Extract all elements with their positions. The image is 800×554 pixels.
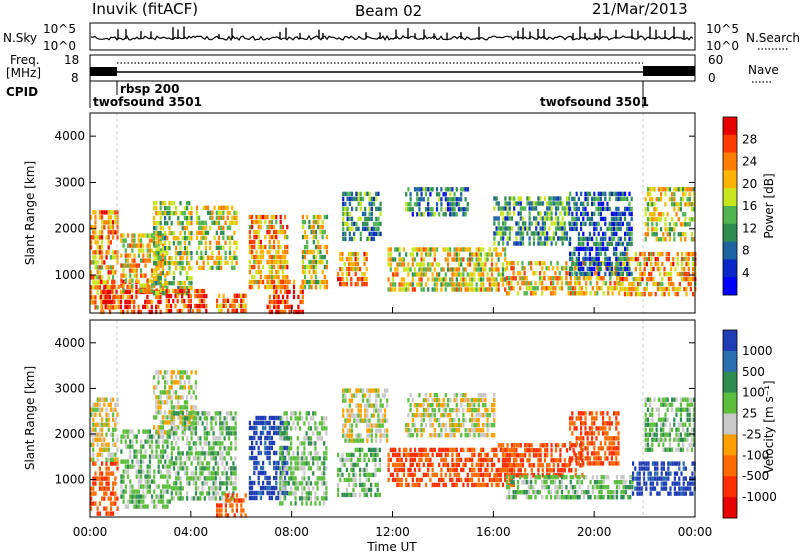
velocity-blob-15 [644, 397, 696, 452]
cpid-segment-3: twofsound 3501 [540, 95, 649, 109]
noise-right-tick-top: 10^5 [706, 22, 739, 36]
velocity-blob-9 [342, 388, 389, 443]
freq-label-2: [MHz] [6, 66, 41, 80]
beam-title: Beam 02 [355, 2, 423, 20]
velocity-blob-2 [120, 429, 171, 509]
power-ytick-label-0: 1000 [54, 268, 85, 282]
velocity-x-axis: 00:00 04:00 08:00 12:00 16:00 20:00 00:00 [73, 307, 713, 539]
freq-label-1: Freq. [10, 53, 40, 67]
noise-panel: N.Sky 10^5 10^0 10^5 10^0 N.Search [3, 22, 800, 53]
freq-tick-bottom: 8 [71, 71, 79, 85]
power-blob-15 [505, 261, 621, 296]
power-blob-13 [405, 187, 469, 217]
power-blob-12 [387, 247, 507, 292]
velocity-blob-5 [216, 493, 247, 518]
power-blob-18 [569, 191, 633, 277]
noise-right-label: N.Search [746, 31, 800, 45]
x-tick-label-1: 04:00 [174, 525, 209, 539]
x-tick-label-6: 00:00 [678, 525, 713, 539]
velocity-ytick-label-1: 2000 [54, 427, 85, 441]
x-tick-label-0: 00:00 [73, 525, 108, 539]
noise-left-tick-top: 10^5 [43, 22, 76, 36]
x-tick-label-4: 16:00 [476, 525, 511, 539]
power-blob-7 [248, 214, 289, 290]
velocity-blob-1 [90, 397, 119, 462]
velocity-blob-3 [153, 370, 197, 435]
power-blob-17 [644, 187, 696, 242]
power-y-axis: 1000 2000 3000 4000 [54, 129, 695, 282]
velocity-colorbar-label: Velocity [m s⁻¹] [762, 380, 776, 473]
power-blob-2 [120, 233, 167, 293]
power-ytick-label-3: 4000 [54, 129, 85, 143]
power-blob-5 [195, 205, 238, 270]
velocity-ytick-label-2: 3000 [54, 381, 85, 395]
velocity-ytick-label-0: 1000 [54, 473, 85, 487]
freq-block-left [90, 67, 117, 76]
power-blob-3 [153, 201, 193, 296]
power-panel: 1000 2000 3000 4000 Slant Range [km] [23, 112, 697, 315]
velocity-blob-14 [632, 461, 696, 496]
velocity-y-label: Slant Range [km] [23, 366, 37, 470]
power-blob-14 [493, 196, 571, 246]
velocity-blob-4 [170, 411, 237, 501]
power-ytick-label-1: 2000 [54, 222, 85, 236]
velocity-blob-13 [505, 475, 634, 500]
velocity-panel: 1000 2000 3000 4000 00:00 04:00 08:00 12:00 16:… [23, 307, 712, 554]
site-title: Inuvik (fitACF) [92, 0, 199, 18]
cpid-segment-1: twofsound 3501 [93, 95, 202, 109]
cpid-segment-2: rbsp 200 [120, 82, 179, 96]
velocity-blob-16 [569, 411, 620, 466]
nave-tick-top: 60 [708, 53, 723, 67]
x-tick-label-3: 12:00 [375, 525, 410, 539]
velocity-blob-0 [90, 461, 119, 516]
power-blob-10 [337, 251, 368, 287]
power-data [90, 187, 697, 315]
x-tick-label-2: 08:00 [274, 525, 309, 539]
freq-block-right [643, 66, 695, 76]
power-blob-4 [165, 288, 208, 314]
nave-label: Nave [748, 63, 779, 77]
freq-tick-top: 18 [64, 53, 79, 67]
power-blob-9 [301, 214, 329, 290]
velocity-blob-11 [405, 393, 496, 438]
cpid-row: CPID twofsound 3501 rbsp 200 twofsound 3… [6, 81, 649, 109]
cpid-label: CPID [6, 85, 38, 99]
noise-left-tick-bottom: 10^0 [43, 39, 76, 53]
velocity-data [90, 370, 696, 518]
noise-right-tick-bottom: 10^0 [706, 39, 739, 53]
velocity-ytick-label-3: 4000 [54, 336, 85, 350]
power-ytick-label-2: 3000 [54, 175, 85, 189]
velocity-blob-7 [279, 411, 328, 506]
velocity-blob-8 [337, 447, 381, 498]
power-blob-11 [342, 191, 382, 242]
velocity-y-axis: 1000 2000 3000 4000 [54, 336, 695, 487]
noise-trace [90, 26, 694, 42]
power-blob-0 [90, 210, 119, 310]
x-axis-label: Time UT [366, 540, 417, 554]
power-colorbar-label: Power [dB] [762, 173, 776, 238]
power-blob-6 [216, 293, 247, 313]
power-y-label: Slant Range [km] [23, 161, 37, 265]
freq-panel: Freq. [MHz] 18 8 60 0 Nave [6, 53, 779, 85]
x-tick-label-5: 20:00 [577, 525, 612, 539]
noise-left-label: N.Sky [3, 31, 37, 45]
nave-tick-bottom: 0 [708, 71, 716, 85]
date-title: 21/Mar/2013 [592, 0, 688, 18]
power-blob-8 [266, 279, 304, 315]
